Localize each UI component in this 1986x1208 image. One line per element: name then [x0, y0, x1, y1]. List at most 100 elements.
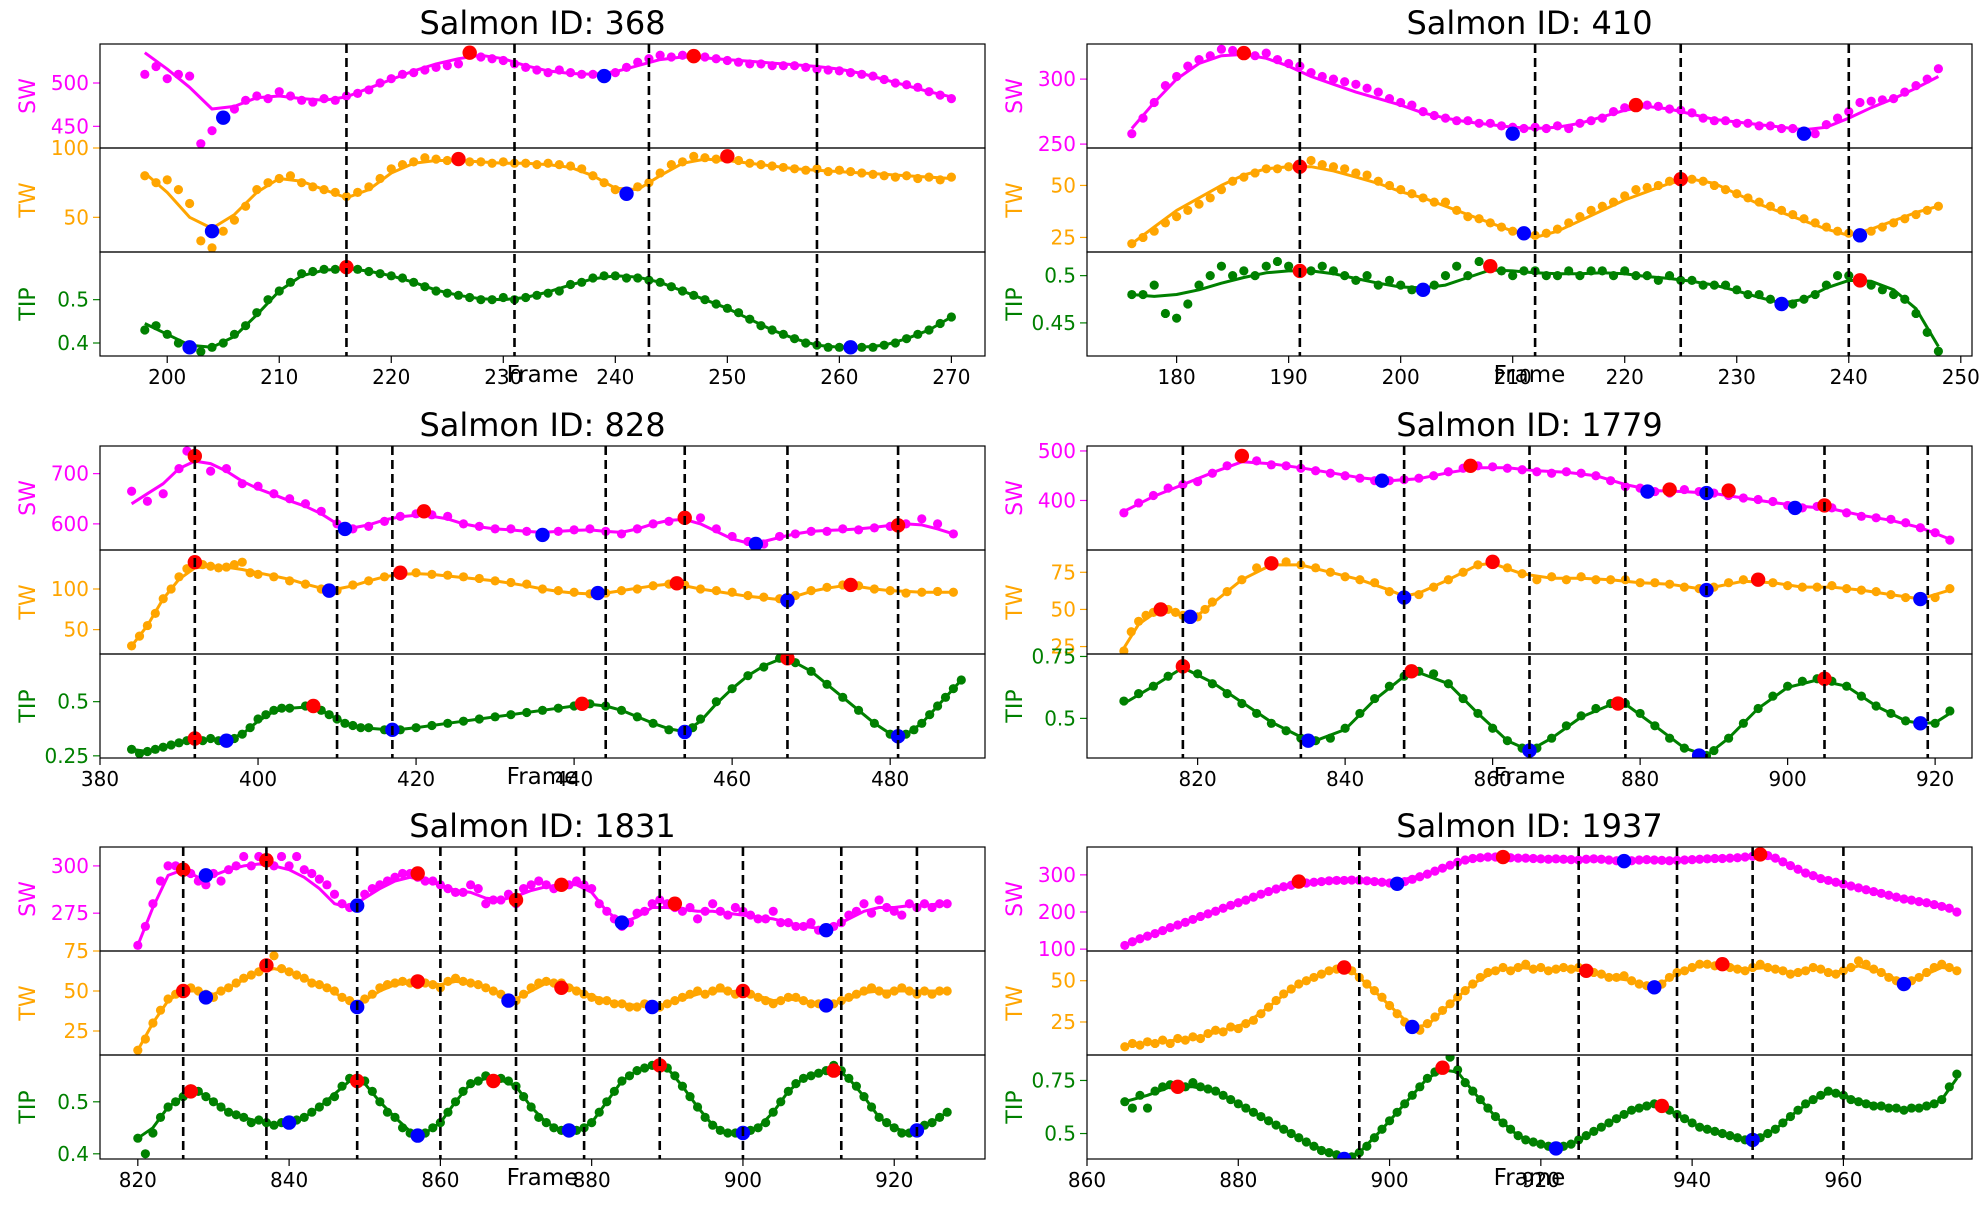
data-point [420, 153, 430, 163]
fit-line [1130, 165, 1939, 245]
y-tick-label: 0.5 [57, 1090, 89, 1114]
x-tick-label: 230 [1718, 365, 1756, 389]
data-point [1373, 87, 1383, 97]
local-min-marker [321, 583, 337, 598]
data-point [1306, 155, 1316, 166]
panel-frame [99, 653, 986, 759]
local-min-marker [198, 990, 214, 1005]
y-tick-label: 0.75 [1031, 644, 1076, 668]
x-tick-label: 440 [555, 767, 593, 791]
local-max-marker [554, 980, 569, 995]
panel-sw: 450 500 SW [16, 43, 986, 149]
fit-line [1124, 854, 1958, 947]
data-point [526, 880, 536, 890]
data-point [1216, 261, 1227, 271]
plot-area [140, 45, 956, 148]
data-point [269, 951, 279, 961]
fit-line [1124, 962, 1958, 1047]
data-point [1362, 271, 1372, 281]
local-max-marker [1715, 957, 1730, 972]
panel-frame [1086, 251, 1973, 357]
local-max-marker [1750, 572, 1766, 587]
y-tick-label: 50 [1051, 597, 1076, 621]
local-min-marker [219, 733, 234, 748]
data-point [285, 171, 296, 181]
chart-3: Salmon ID: 828 600 700 SW 50 100 TW 0.25 0.5 TIP 3… [16, 406, 986, 791]
panel-tip: 0.25 0.5 TIP [16, 653, 986, 768]
x-axis-label: Frame [507, 362, 579, 388]
data-point [239, 851, 249, 862]
local-max-marker [1753, 847, 1768, 862]
y-tick-label: 500 [1038, 439, 1076, 463]
data-point [1172, 212, 1182, 222]
chart-5: Salmon ID: 1831 275 300 SW 25 50 75 TW 0.4 0.5 TIP… [16, 807, 986, 1192]
data-point [1452, 261, 1462, 271]
x-tick-label: 900 [1769, 767, 1807, 791]
data-point [1239, 266, 1249, 276]
data-point [274, 87, 284, 97]
x-tick-label: 190 [1270, 365, 1308, 389]
x-tick-label: 380 [81, 767, 119, 791]
x-tick-label: 240 [1830, 365, 1868, 389]
panel-tip: 0.4 0.5 TIP [16, 1054, 986, 1166]
plot-area [1120, 847, 1962, 951]
data-point [1340, 164, 1350, 174]
panel-tw: 25 50 TW [1003, 147, 1973, 253]
x-tick-label: 840 [270, 1168, 308, 1192]
y-axis-label: TIP [1003, 1090, 1028, 1124]
data-point [140, 325, 150, 335]
chart-title: Salmon ID: 1779 [1396, 406, 1662, 444]
fit-line [136, 862, 948, 946]
data-point [1149, 280, 1159, 290]
panel-tw: 25 50 75 TW [16, 939, 986, 1056]
data-point [1205, 271, 1215, 281]
local-min-marker [182, 340, 197, 355]
chart-title: Salmon ID: 410 [1406, 4, 1652, 42]
y-axis-label: SW [1003, 78, 1028, 114]
data-point [1474, 256, 1484, 267]
local-max-marker [1463, 458, 1478, 474]
data-point [162, 74, 172, 84]
chart-title: Salmon ID: 368 [419, 4, 665, 42]
local-min-marker [1913, 591, 1928, 607]
local-min-marker [1691, 748, 1707, 758]
data-point [216, 876, 226, 886]
data-point [1127, 129, 1137, 139]
x-tick-label: 260 [820, 365, 858, 389]
local-min-marker [337, 521, 353, 537]
local-max-marker [306, 698, 321, 714]
local-min-marker [1396, 590, 1412, 605]
local-min-marker [1415, 282, 1431, 298]
local-min-marker [843, 340, 858, 355]
data-point [140, 1149, 150, 1159]
data-point [730, 902, 740, 913]
y-tick-label: 0.5 [1044, 706, 1076, 730]
data-point [1216, 44, 1227, 54]
local-max-marker [843, 577, 858, 593]
plot-area [133, 1058, 952, 1159]
panel-frame [1086, 43, 1973, 149]
local-min-marker [1336, 1151, 1352, 1159]
x-tick-label: 960 [1824, 1168, 1862, 1192]
x-tick-label: 840 [1326, 767, 1364, 791]
y-tick-label: 50 [64, 205, 89, 229]
y-axis-label: TW [1003, 182, 1028, 218]
data-point [1183, 299, 1193, 309]
data-point [859, 899, 869, 909]
data-point [1362, 170, 1372, 180]
local-max-marker [686, 48, 701, 64]
data-point [768, 906, 778, 916]
local-max-marker [1610, 696, 1626, 711]
local-max-marker [393, 565, 408, 580]
local-min-marker [561, 1123, 577, 1138]
data-point [1440, 271, 1451, 281]
plot-area [1127, 155, 1943, 249]
y-axis-label: TW [16, 182, 41, 218]
y-tick-label: 50 [1051, 173, 1076, 197]
plot-area [1119, 448, 1955, 545]
data-point [1952, 1069, 1962, 1079]
data-point [1328, 74, 1339, 84]
local-max-marker [720, 149, 735, 164]
data-point [322, 880, 332, 890]
